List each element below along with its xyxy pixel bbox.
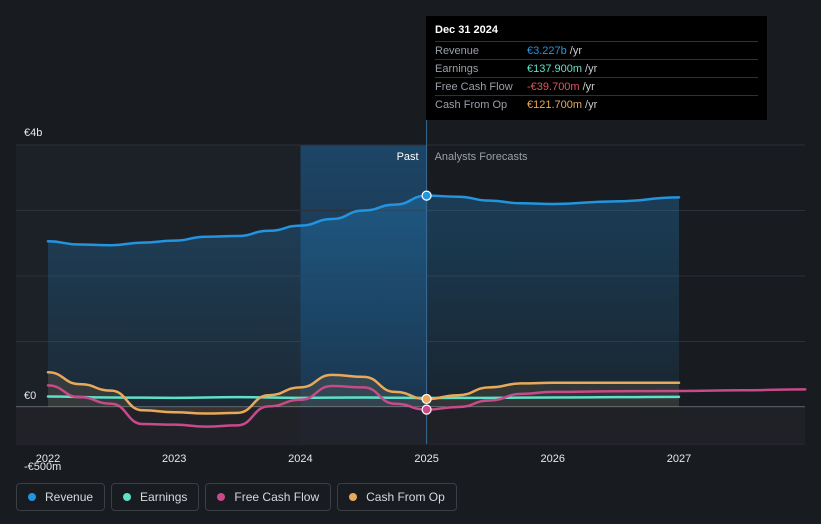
legend-dot-icon xyxy=(123,493,132,501)
legend-item-free-cash-flow[interactable]: Free Cash Flow xyxy=(205,483,332,511)
legend-label: Cash From Op xyxy=(366,490,445,504)
x-tick-label: 2026 xyxy=(541,453,565,465)
negative-region xyxy=(16,407,805,444)
legend-dot-icon xyxy=(217,493,226,501)
tooltip-label: Free Cash Flow xyxy=(435,80,513,93)
tooltip-row-earnings: Earnings €137.900m /yr xyxy=(435,59,758,77)
tooltip-unit: /yr xyxy=(569,44,582,57)
marker-revenue xyxy=(421,190,432,201)
tooltip-value: €3.227b xyxy=(527,44,567,57)
y-tick-label: €0 xyxy=(24,390,36,402)
tooltip-value: -€39.700m xyxy=(527,80,580,93)
marker-cash-from-op xyxy=(421,393,432,405)
marker-free-cash-flow xyxy=(421,404,432,415)
tooltip-value: €121.700m xyxy=(527,98,583,111)
legend-dot-icon xyxy=(349,493,358,501)
x-tick-label: 2027 xyxy=(667,453,691,465)
tooltip-unit: /yr xyxy=(585,62,598,75)
legend-label: Earnings xyxy=(140,490,188,504)
y-tick-label: -€500m xyxy=(24,461,61,473)
tooltip-row-cash-from-op: Cash From Op €121.700m /yr xyxy=(435,95,758,113)
tooltip-unit: /yr xyxy=(582,80,595,93)
legend-item-earnings[interactable]: Earnings xyxy=(111,483,200,511)
x-tick-label: 2024 xyxy=(288,453,312,465)
series-line-earnings xyxy=(46,395,681,400)
tooltip-label: Cash From Op xyxy=(435,98,508,111)
series-line-free-cash-flow xyxy=(46,384,807,428)
forecast-label: Analysts Forecasts xyxy=(435,151,528,163)
x-tick-label: 2023 xyxy=(162,453,186,465)
legend-label: Free Cash Flow xyxy=(234,490,320,504)
legend-label: Revenue xyxy=(45,490,94,504)
tooltip-label: Earnings xyxy=(435,62,479,75)
chart-legend: Revenue Earnings Free Cash Flow Cash Fro… xyxy=(16,483,457,511)
tooltip-label: Revenue xyxy=(435,44,480,57)
x-tick-label: 2022 xyxy=(36,453,60,465)
tooltip-value: €137.900m xyxy=(527,62,583,75)
tooltip-row-revenue: Revenue €3.227b /yr xyxy=(435,41,758,59)
past-label: Past xyxy=(397,151,419,163)
tooltip-row-free-cash-flow: Free Cash Flow -€39.700m /yr xyxy=(435,77,758,95)
revenue-area xyxy=(48,195,679,407)
y-tick-label: €4b xyxy=(24,127,42,139)
series-line-cash-from-op xyxy=(46,371,681,415)
legend-item-revenue[interactable]: Revenue xyxy=(16,483,106,511)
series-line-revenue xyxy=(46,194,681,247)
x-tick-label: 2025 xyxy=(414,453,438,465)
cash-from-op-area xyxy=(48,372,679,414)
data-tooltip: Dec 31 2024 Revenue €3.227b /yr Earnings… xyxy=(426,16,767,120)
legend-item-cash-from-op[interactable]: Cash From Op xyxy=(337,483,457,511)
tooltip-date: Dec 31 2024 xyxy=(435,24,498,36)
tooltip-unit: /yr xyxy=(585,98,598,111)
legend-dot-icon xyxy=(28,493,36,501)
